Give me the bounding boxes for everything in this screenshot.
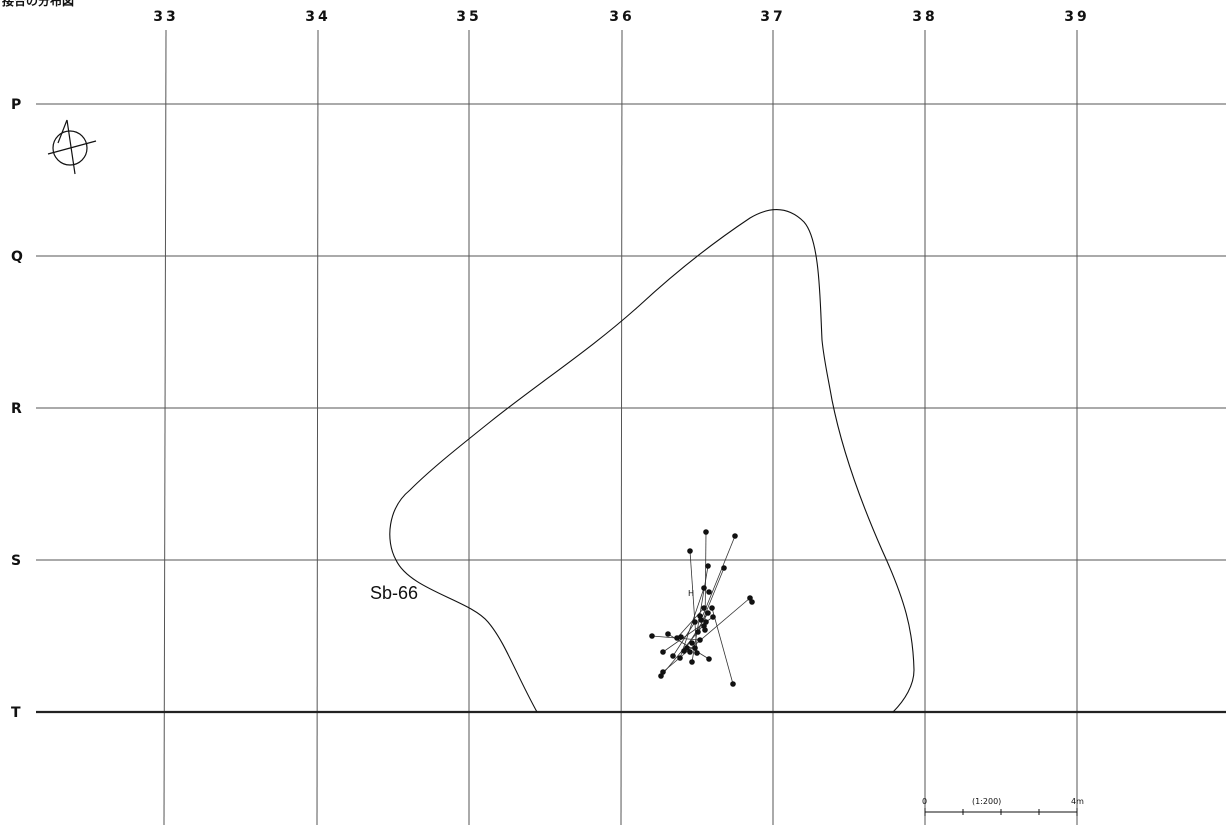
- refit-line: [679, 587, 705, 659]
- row-labels: P Q R S T: [11, 97, 23, 721]
- find-point: [665, 631, 671, 637]
- find-point: [658, 673, 664, 679]
- column-label-38: 38: [912, 9, 937, 25]
- feature-label: Sb-66: [370, 583, 418, 603]
- scale-end-label: 4m: [1071, 797, 1084, 806]
- row-label-R: R: [11, 401, 22, 417]
- find-point: [705, 563, 711, 569]
- find-point: [701, 585, 707, 591]
- find-point: [678, 634, 684, 640]
- figure-title: 接合の分布図: [2, 0, 74, 8]
- scale-start-label: 0: [922, 797, 927, 806]
- find-point: [702, 627, 708, 633]
- column-labels: 33 34 35 36 37 38 39: [153, 9, 1089, 25]
- refit-line: [711, 607, 734, 685]
- find-point: [684, 645, 690, 651]
- find-point: [706, 656, 712, 662]
- column-label-35: 35: [456, 9, 481, 25]
- find-point: [730, 681, 736, 687]
- find-point: [706, 589, 712, 595]
- find-point: [677, 655, 683, 661]
- refit-line: [676, 607, 705, 639]
- find-marker-label: H: [688, 589, 694, 598]
- scale-ratio-label: (1:200): [972, 797, 1001, 806]
- find-point: [689, 659, 695, 665]
- find-point: [710, 614, 716, 620]
- refit-line: [672, 621, 696, 657]
- feature-outline-sb-66: [389, 209, 915, 713]
- find-point: [695, 629, 701, 635]
- find-point: [703, 529, 709, 535]
- grid-line-36: [620, 29, 623, 825]
- find-point: [649, 633, 655, 639]
- find-point: [687, 649, 693, 655]
- grid-lines: [36, 29, 1226, 825]
- find-point: [692, 619, 698, 625]
- find-point: [709, 605, 715, 611]
- find-point: [687, 548, 693, 554]
- find-point: [698, 617, 704, 623]
- find-point: [660, 649, 666, 655]
- column-label-34: 34: [305, 9, 330, 25]
- row-label-P: P: [11, 97, 21, 113]
- find-point: [732, 533, 738, 539]
- column-label-37: 37: [760, 9, 785, 25]
- row-label-T: T: [11, 705, 21, 721]
- column-label-39: 39: [1064, 9, 1089, 25]
- scale-bar: 0 (1:200) 4m: [922, 797, 1084, 816]
- north-arrow-icon: [47, 119, 97, 175]
- find-point: [697, 637, 703, 643]
- row-label-Q: Q: [11, 249, 23, 265]
- column-label-33: 33: [153, 9, 178, 25]
- refit-line: [689, 550, 698, 654]
- refit-line: [700, 535, 736, 621]
- find-point: [692, 645, 698, 651]
- row-label-S: S: [11, 553, 21, 569]
- grid-line-34: [316, 29, 319, 825]
- find-point: [689, 640, 695, 646]
- column-label-36: 36: [609, 9, 634, 25]
- find-point: [749, 599, 755, 605]
- refit-cluster: [649, 529, 755, 687]
- refit-line: [662, 597, 751, 673]
- find-point: [694, 650, 700, 656]
- find-point: [701, 605, 707, 611]
- find-point: [670, 653, 676, 659]
- find-point: [721, 565, 727, 571]
- grid-line-33: [163, 29, 167, 825]
- find-point: [705, 610, 711, 616]
